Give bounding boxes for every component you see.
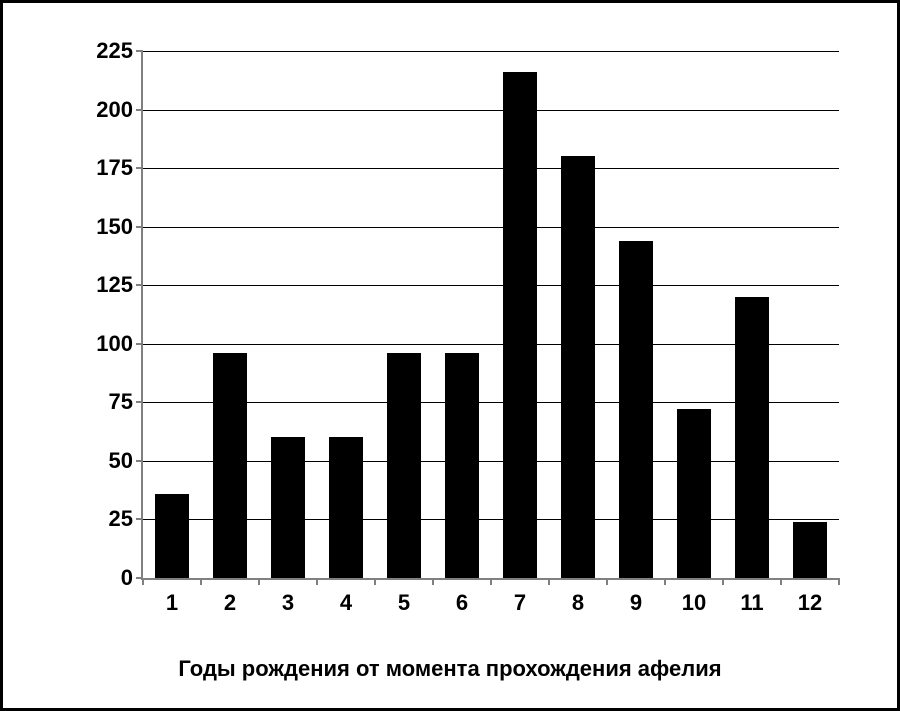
x-tick-label: 6 [456,590,468,616]
bar [387,353,421,578]
x-tick-mark [780,578,782,585]
bar [213,353,247,578]
bar [155,494,189,578]
x-tick-label: 2 [224,590,236,616]
y-tick-mark [136,167,143,169]
chart-container: Частота рождений, % от средней Годы рожд… [31,31,869,680]
plot-area: 0255075100125150175200225123456789101112 [141,51,839,580]
y-tick-label: 200 [96,97,133,123]
x-tick-label: 11 [740,590,763,616]
x-tick-label: 3 [282,590,294,616]
y-tick-label: 150 [96,214,133,240]
y-tick-mark [136,518,143,520]
y-tick-label: 75 [109,389,133,415]
bar [561,156,595,578]
y-tick-label: 125 [96,272,133,298]
y-tick-label: 225 [96,38,133,64]
y-tick-mark [136,284,143,286]
x-tick-mark [200,578,202,585]
y-tick-mark [136,226,143,228]
x-tick-label: 1 [166,590,178,616]
y-tick-mark [136,401,143,403]
bar [329,437,363,578]
bar [271,437,305,578]
x-tick-label: 10 [682,590,706,616]
y-tick-mark [136,460,143,462]
x-tick-label: 8 [572,590,584,616]
grid-line [143,285,839,286]
grid-line [143,227,839,228]
x-tick-mark [548,578,550,585]
bar [445,353,479,578]
x-tick-mark [664,578,666,585]
y-tick-label: 50 [109,448,133,474]
y-tick-mark [136,109,143,111]
bar [735,297,769,578]
grid-line [143,110,839,111]
grid-line [143,51,839,52]
x-tick-mark [722,578,724,585]
grid-line [143,168,839,169]
bar [619,241,653,578]
grid-line [143,344,839,345]
chart-frame: Частота рождений, % от средней Годы рожд… [0,0,900,711]
bar [677,409,711,578]
grid-line [143,519,839,520]
x-tick-mark [316,578,318,585]
x-tick-label: 7 [514,590,526,616]
bar [503,72,537,578]
x-tick-mark [606,578,608,585]
x-tick-mark [374,578,376,585]
x-tick-label: 5 [398,590,410,616]
bars-layer [143,51,839,578]
y-tick-mark [136,343,143,345]
x-tick-mark [142,578,144,585]
y-tick-label: 100 [96,331,133,357]
grid-line [143,461,839,462]
y-tick-mark [136,50,143,52]
x-tick-mark [432,578,434,585]
y-tick-label: 25 [109,506,133,532]
x-tick-label: 12 [798,590,822,616]
x-tick-label: 9 [630,590,642,616]
y-tick-label: 175 [96,155,133,181]
bar [793,522,827,578]
x-axis-label: Годы рождения от момента прохождения афе… [31,656,869,682]
x-tick-mark [838,578,840,585]
y-tick-label: 0 [121,565,133,591]
grid-line [143,402,839,403]
x-tick-label: 4 [340,590,352,616]
x-tick-mark [258,578,260,585]
x-tick-mark [490,578,492,585]
